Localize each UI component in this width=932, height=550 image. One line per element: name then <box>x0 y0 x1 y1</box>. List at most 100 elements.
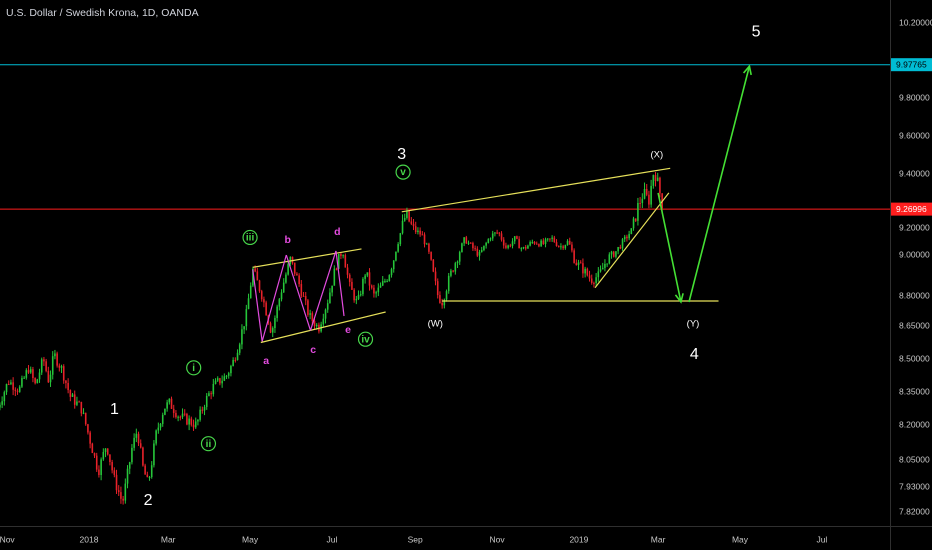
candle <box>29 366 32 374</box>
candle <box>344 253 347 268</box>
projection-arrow[interactable] <box>688 65 751 303</box>
candle <box>474 245 476 252</box>
candle <box>428 242 430 255</box>
candle <box>630 228 633 235</box>
candle <box>610 250 613 259</box>
candle <box>538 243 540 248</box>
wave-label: 3 <box>397 146 406 163</box>
y-tick-label: 9.80000 <box>899 92 930 102</box>
candle <box>650 179 652 208</box>
candle <box>478 249 481 261</box>
candle <box>56 351 58 368</box>
candle <box>333 265 336 286</box>
candle <box>5 383 8 395</box>
candle <box>256 267 259 281</box>
candle <box>111 459 113 474</box>
candle <box>159 423 162 431</box>
minor-wave-segment[interactable] <box>309 250 337 331</box>
candle <box>225 374 228 380</box>
candle <box>606 263 608 267</box>
candle <box>414 221 417 234</box>
candle <box>439 291 441 304</box>
candle <box>293 262 296 277</box>
candle <box>564 244 567 250</box>
candle <box>153 440 155 468</box>
candle <box>584 266 586 278</box>
candle <box>307 298 309 317</box>
candle <box>14 387 17 397</box>
candle <box>311 311 314 325</box>
candle <box>401 214 404 235</box>
candle <box>524 245 527 251</box>
candle <box>392 260 395 273</box>
candle <box>546 238 549 242</box>
trend-line-iv-channel-lower[interactable] <box>260 311 386 344</box>
candle <box>364 273 366 284</box>
y-tick-label: 7.93000 <box>899 481 930 491</box>
minor-wave-segment[interactable] <box>252 269 263 342</box>
candle <box>535 241 538 245</box>
candle <box>131 444 133 465</box>
candle <box>109 454 111 466</box>
candle <box>192 419 195 431</box>
wave-label: 1 <box>110 401 119 418</box>
circled-wave-label: v <box>395 164 411 180</box>
candle <box>491 230 494 241</box>
candle <box>36 378 39 384</box>
candle <box>194 417 197 429</box>
candle <box>186 412 188 426</box>
candle <box>179 415 182 421</box>
resistance-price-badge: 9.97765 <box>891 58 932 72</box>
wave-label: 5 <box>752 24 761 41</box>
candle <box>60 364 63 373</box>
candle <box>274 315 276 333</box>
candle <box>458 250 461 265</box>
trend-line-rising-wedge-lower[interactable] <box>594 192 670 289</box>
candle <box>238 342 241 356</box>
candle <box>51 351 54 380</box>
candle <box>390 267 393 278</box>
candle <box>634 218 637 222</box>
candle <box>348 273 351 287</box>
candle <box>540 239 542 247</box>
candle <box>27 365 30 374</box>
candle <box>40 357 43 375</box>
candle <box>623 234 626 243</box>
candle <box>166 399 168 412</box>
candle <box>98 465 100 478</box>
minor-wave-label: a <box>263 355 269 367</box>
candle <box>172 404 175 418</box>
candle <box>461 242 463 253</box>
candle <box>588 270 591 282</box>
candle <box>32 366 34 383</box>
y-tick-label: 9.20000 <box>899 222 930 232</box>
circled-wave-label: iii <box>242 229 258 246</box>
candle <box>476 246 479 258</box>
projection-arrow[interactable] <box>657 192 682 303</box>
minor-wave-segment[interactable] <box>261 254 287 342</box>
candle <box>337 253 340 269</box>
minor-wave-segment[interactable] <box>285 254 312 331</box>
trend-line-wave-3-to-X-upper[interactable] <box>401 167 671 213</box>
candle <box>287 260 289 276</box>
candle <box>38 368 41 383</box>
svg-text:v: v <box>400 167 406 178</box>
candle <box>555 239 558 247</box>
wave-label: (W) <box>428 319 443 330</box>
candle <box>659 176 661 198</box>
svg-text:iv: iv <box>361 334 370 345</box>
trend-line-iv-channel-upper[interactable] <box>252 248 362 268</box>
minor-wave-segment[interactable] <box>335 250 345 317</box>
candle <box>529 240 531 247</box>
candle <box>590 274 593 285</box>
candle <box>23 375 25 379</box>
candle <box>199 406 201 422</box>
candle <box>357 290 360 301</box>
candle <box>652 174 655 189</box>
candle <box>595 273 597 286</box>
candle <box>157 422 160 434</box>
candle <box>527 244 529 249</box>
candle <box>648 190 650 209</box>
wave-label: 4 <box>690 346 699 363</box>
